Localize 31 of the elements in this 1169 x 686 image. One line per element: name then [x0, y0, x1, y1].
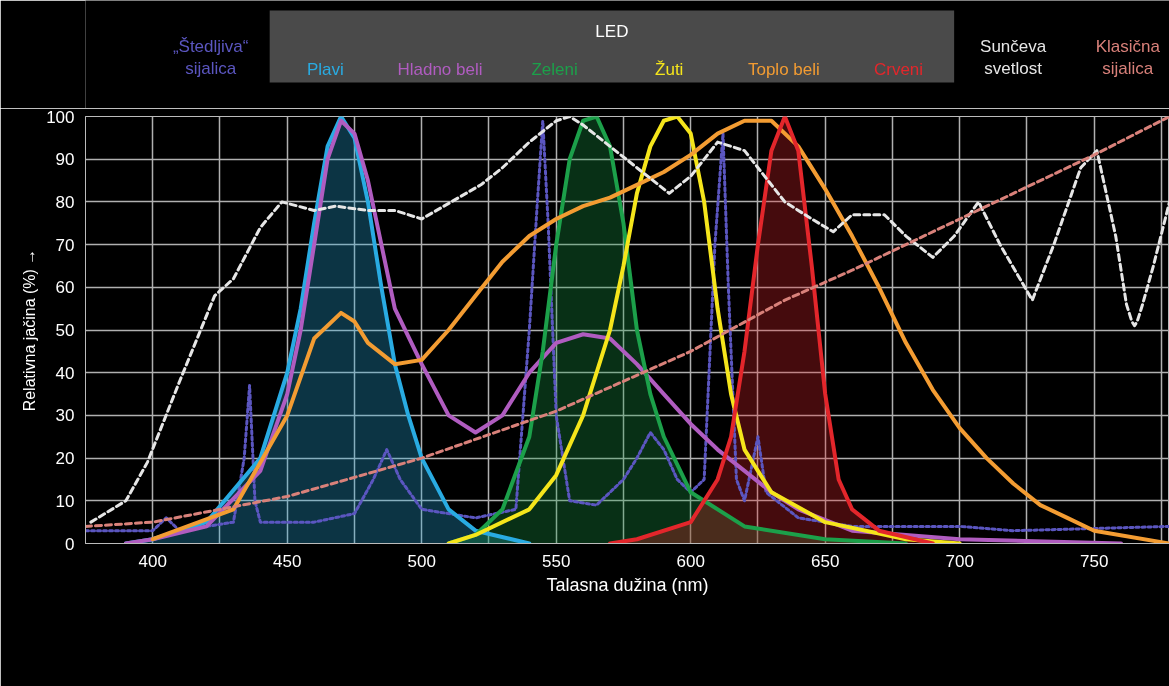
text: Zeleni — [531, 59, 578, 79]
text: Toplo beli — [747, 59, 820, 79]
x-tick-label: 550 — [542, 551, 571, 571]
y-tick-label: 20 — [55, 449, 75, 469]
y-tick-label: 60 — [55, 278, 75, 298]
x-tick-label: 650 — [811, 551, 840, 571]
y-tick-label: 0 — [65, 534, 75, 554]
x-tick-label: 700 — [945, 551, 974, 571]
text: Sunčeva svetlost — [980, 36, 1047, 79]
y-tick-label: 40 — [55, 363, 75, 383]
y-tick-label: 90 — [55, 150, 75, 170]
text: Crveni — [873, 59, 924, 79]
y-tick-label: 30 — [55, 406, 75, 426]
x-tick-label: 450 — [273, 551, 302, 571]
x-tick-label: 600 — [676, 551, 705, 571]
y-tick-label: 100 — [46, 107, 75, 127]
x-axis-title: Talasna dužina (nm) — [546, 574, 709, 595]
x-tick-label: 750 — [1080, 551, 1109, 571]
text: „Štedljiva“ sijalica — [172, 36, 249, 79]
y-tick-label: 50 — [55, 321, 75, 340]
x-tick-label: 500 — [407, 551, 436, 571]
text: Klasična sijalica — [1095, 36, 1161, 79]
legend-title: LED — [595, 21, 629, 41]
y-axis-title: Relativna jačina (%) → — [21, 248, 39, 412]
text: Hladno beli — [397, 59, 483, 79]
text: Žuti — [655, 59, 684, 79]
y-tick-label: 80 — [55, 192, 75, 212]
text: Plavi — [306, 59, 344, 79]
x-tick-label: 400 — [138, 551, 167, 571]
y-tick-label: 70 — [55, 235, 75, 255]
y-tick-label: 10 — [55, 491, 75, 511]
